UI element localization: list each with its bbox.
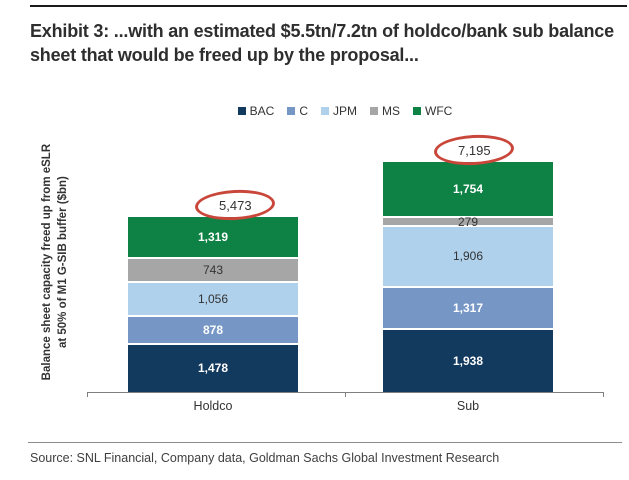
source-note: Source: SNL Financial, Company data, Gol… — [30, 451, 500, 465]
y-axis-label: Balance sheet capacity freed up from eSL… — [40, 143, 69, 381]
legend-item-ms: MS — [370, 104, 400, 118]
segment-value: 1,056 — [197, 291, 229, 306]
legend-label-bac: BAC — [249, 104, 275, 118]
segment-value: 1,317 — [452, 300, 484, 315]
segment-value: 878 — [202, 322, 224, 337]
legend-item-c: C — [287, 104, 308, 118]
bottom-rule — [28, 442, 622, 443]
segment-bac-holdco: 1,478 — [128, 344, 298, 392]
legend-swatch-c — [287, 107, 296, 115]
segment-value: 1,319 — [197, 230, 229, 245]
x-axis-category-holdco: Holdco — [193, 399, 233, 413]
legend-item-jpm: JPM — [321, 104, 357, 118]
legend-label-c: C — [299, 104, 309, 118]
legend-swatch-wfc — [413, 107, 422, 115]
red-circle-icon: 7,195 — [433, 132, 515, 168]
segment-value: 1,478 — [197, 361, 229, 376]
segment-bac-sub: 1,938 — [383, 330, 553, 392]
segment-value: 279 — [457, 214, 479, 229]
exhibit-title: Exhibit 3: ...with an estimated $5.5tn/7… — [30, 21, 614, 66]
stacked-bar-sub: 7,195 1,754 279 1,906 1,317 1,938 — [383, 132, 553, 392]
chart-legend: BAC C JPM MS WFC — [87, 104, 603, 118]
plot-area: 5,473 1,319 743 1,056 878 1,478 Holdco 7,195 1,7… — [87, 132, 604, 413]
segment-c-sub: 1,317 — [383, 287, 553, 330]
total-value-holdco: 5,473 — [218, 197, 252, 213]
segment-wfc-holdco: 1,319 — [128, 216, 298, 260]
legend-item-wfc: WFC — [413, 104, 452, 118]
segment-value: 743 — [202, 263, 224, 278]
segment-c-holdco: 878 — [128, 316, 298, 345]
legend-swatch-bac — [237, 107, 246, 115]
legend-label-jpm: JPM — [333, 104, 358, 118]
x-axis-tick-middle — [345, 392, 346, 397]
top-rule — [30, 5, 627, 7]
legend-item-bac: BAC — [237, 104, 275, 118]
segment-ms-sub: 279 — [383, 214, 553, 229]
legend-label-wfc: WFC — [425, 104, 453, 118]
x-axis-category-sub: Sub — [456, 399, 480, 413]
segment-jpm-sub: 1,906 — [383, 227, 553, 288]
red-circle-icon: 5,473 — [194, 187, 276, 223]
segment-wfc-sub: 1,754 — [383, 162, 553, 219]
segment-jpm-holdco: 1,056 — [128, 282, 298, 317]
legend-swatch-jpm — [321, 107, 330, 115]
legend-swatch-ms — [370, 107, 379, 115]
segment-ms-holdco: 743 — [128, 259, 298, 283]
segment-value: 1,754 — [452, 182, 484, 197]
x-axis-tick-left — [87, 392, 88, 397]
segment-value: 1,938 — [452, 354, 484, 368]
segment-value: 1,906 — [452, 249, 484, 264]
total-value-sub: 7,195 — [457, 142, 491, 158]
total-annotation-sub: 7,195 — [433, 132, 515, 168]
total-annotation-holdco: 5,473 — [194, 187, 276, 223]
x-axis-tick-right — [603, 392, 604, 397]
stacked-bar-holdco: 5,473 1,319 743 1,056 878 1,478 — [128, 187, 298, 392]
legend-label-ms: MS — [382, 104, 401, 118]
